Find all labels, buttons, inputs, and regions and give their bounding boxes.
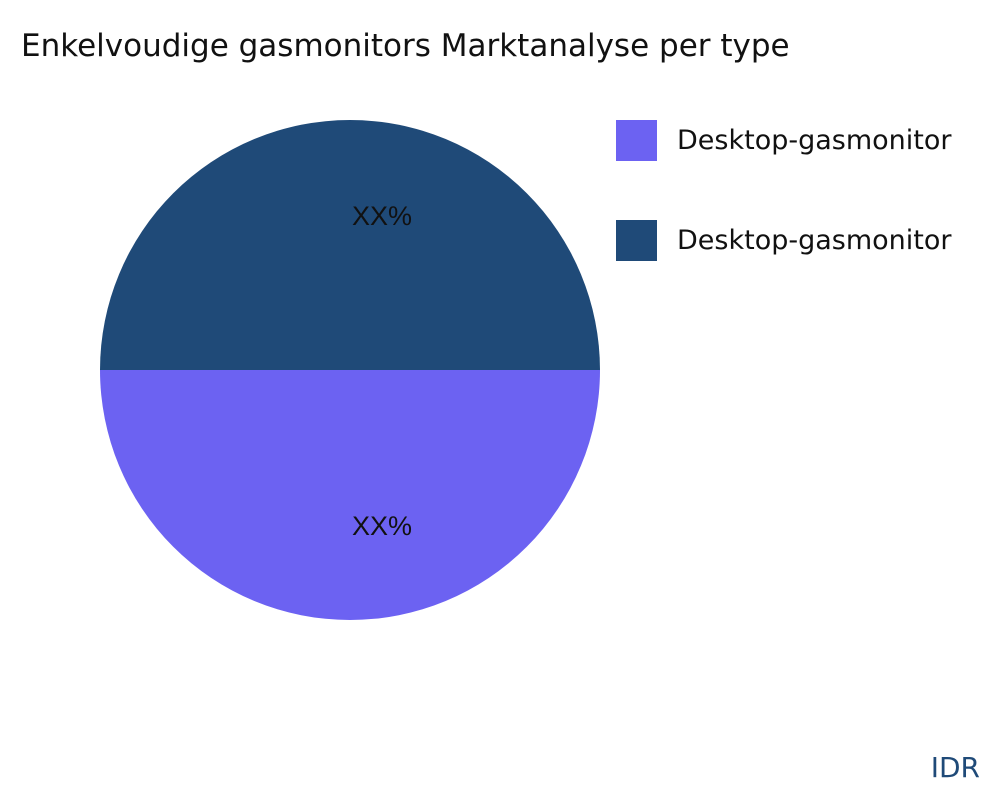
slice-data-label: XX% <box>352 201 412 231</box>
brand-logo-text: IDR <box>930 751 980 784</box>
legend-swatch <box>616 220 657 261</box>
legend-swatch <box>616 120 657 161</box>
legend-label: Desktop-gasmonitor <box>677 125 952 156</box>
legend-label: Desktop-gasmonitor <box>677 225 952 256</box>
legend-item: Desktop-gasmonitor <box>616 220 951 261</box>
chart-title: Enkelvoudige gasmonitors Marktanalyse pe… <box>21 28 790 64</box>
pie-slice <box>100 120 600 370</box>
pie-slice <box>100 370 600 620</box>
slice-data-label: XX% <box>352 511 412 541</box>
legend-item: Desktop-gasmonitor <box>616 120 951 161</box>
